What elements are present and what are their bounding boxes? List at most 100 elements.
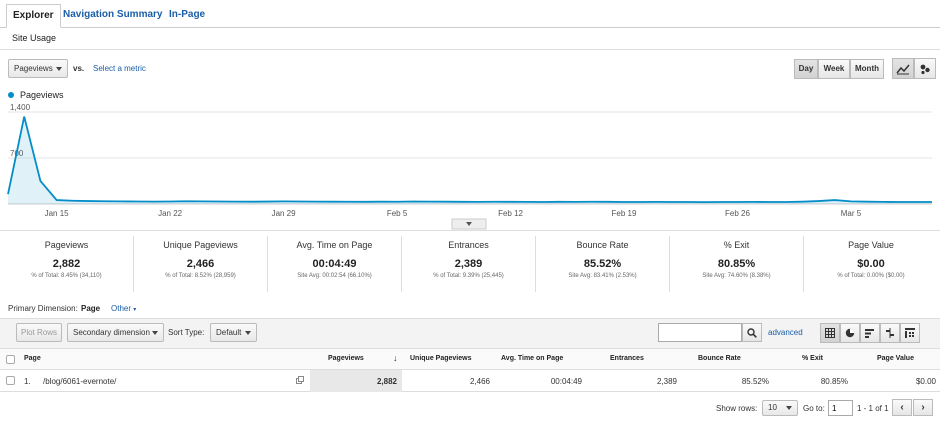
column-bounce-rate[interactable]: Bounce Rate [698, 355, 741, 362]
tab-in-page[interactable]: In-Page [169, 9, 206, 20]
advanced-link[interactable]: advanced [768, 328, 803, 337]
row-page-link[interactable]: /blog/6061-evernote/ [43, 377, 117, 386]
sub-tab-site-usage[interactable]: Site Usage [12, 33, 57, 43]
percentage-view-button[interactable] [840, 323, 860, 343]
x-tick-label: Feb 12 [498, 209, 523, 218]
motion-chart-button[interactable] [914, 58, 936, 79]
table-grid-icon [825, 328, 835, 338]
stat-title: Entrances [448, 240, 489, 250]
column-page[interactable]: Page [24, 355, 41, 362]
search-icon [747, 328, 757, 338]
x-tick-label: Feb 19 [612, 209, 637, 218]
column-pageviews[interactable]: Pageviews [328, 355, 364, 362]
stat-value: 2,466 [186, 258, 215, 270]
series-line [7, 116, 932, 203]
stat-title: % Exit [723, 240, 750, 250]
week-button[interactable]: Week [818, 59, 850, 79]
stat-title: Bounce Rate [576, 240, 629, 250]
vs-label: vs. [73, 64, 85, 73]
chevron-down-icon [56, 67, 62, 71]
pivot-view-button[interactable] [900, 323, 920, 343]
data-view-button[interactable] [820, 323, 840, 343]
stat-title: Pageviews [44, 240, 89, 250]
row-checkbox[interactable] [6, 376, 15, 385]
row-page-value: $0.00 [915, 377, 936, 386]
row-exit: 80.85% [820, 377, 848, 386]
column-page-value[interactable]: Page Value [877, 355, 914, 362]
x-tick-label: Mar 5 [841, 209, 862, 218]
day-button[interactable]: Day [794, 59, 818, 79]
row-unique-pageviews: 2,466 [469, 377, 490, 386]
plot-rows-button[interactable]: Plot Rows [16, 323, 62, 342]
tab-explorer[interactable]: Explorer [6, 4, 61, 28]
goto-input[interactable] [828, 400, 853, 416]
summary-stat: Bounce Rate 85.52% Site Avg: 83.41% (2.53%… [536, 236, 670, 292]
tab-navigation-summary[interactable]: Navigation Summary [63, 9, 163, 20]
row-entrances: 2,389 [656, 377, 677, 386]
stat-value: 2,389 [454, 258, 483, 270]
summary-stat: % Exit 80.85% Site Avg: 74.60% (8.38%) [670, 236, 804, 292]
stat-value: 85.52% [583, 258, 622, 270]
row-bounce-rate: 85.52% [741, 377, 769, 386]
stat-title: Page Value [848, 240, 894, 250]
stat-title: Unique Pageviews [163, 240, 238, 250]
series-legend-label: Pageviews [20, 90, 64, 100]
line-chart-button[interactable] [892, 58, 914, 79]
stat-subtext: % of Total: 0.00% ($0.00) [837, 273, 905, 279]
comparison-view-button[interactable] [880, 323, 900, 343]
stat-subtext: Site Avg: 83.41% (2.53%) [568, 273, 637, 279]
column-avg-time[interactable]: Avg. Time on Page [501, 355, 564, 362]
chevron-down-icon [152, 331, 158, 335]
stat-subtext: Site Avg: 00:02:54 (66.10%) [297, 273, 372, 279]
column-entrances[interactable]: Entrances [610, 355, 644, 362]
sub-tab-bar: Site Usage [0, 28, 940, 50]
select-all-checkbox[interactable] [6, 355, 15, 364]
sort-type-label: Sort Type: [168, 328, 205, 337]
stat-value: 80.85% [717, 258, 756, 270]
chevron-down-icon [245, 331, 251, 335]
search-button[interactable] [742, 323, 762, 342]
stat-value: 2,882 [52, 258, 81, 270]
chevron-left-icon: ‹ [900, 402, 904, 413]
open-page-icon[interactable] [296, 376, 304, 384]
month-button[interactable]: Month [850, 59, 884, 79]
stat-subtext: % of Total: 8.52% (28,959) [165, 273, 236, 279]
summary-stat: Entrances 2,389 % of Total: 9.39% (25,445) [402, 236, 536, 292]
secondary-dimension-label: Secondary dimension [73, 328, 150, 337]
x-tick-label: Jan 29 [272, 209, 297, 218]
external-link-icon [296, 376, 304, 384]
stat-subtext: Site Avg: 74.60% (8.38%) [702, 273, 771, 279]
table-search-input[interactable] [658, 323, 742, 342]
column-unique-pageviews[interactable]: Unique Pageviews [410, 355, 472, 362]
stat-subtext: % of Total: 8.45% (34,110) [31, 273, 102, 279]
goto-label: Go to: [803, 404, 825, 413]
show-rows-select[interactable]: 10 [762, 400, 798, 416]
metric-select-value: Pageviews [14, 64, 53, 73]
row-pageviews: 2,882 [376, 377, 397, 386]
sort-type-select[interactable]: Default [210, 323, 257, 342]
secondary-dimension-select[interactable]: Secondary dimension [67, 323, 164, 342]
pager: Show rows: 10 Go to: 1 - 1 of 1 ‹ › [0, 392, 940, 423]
chevron-down-icon [786, 406, 792, 410]
stat-value: 00:04:49 [312, 258, 357, 270]
x-tick-label: Feb 26 [725, 209, 750, 218]
x-tick-label: Jan 15 [45, 209, 70, 218]
show-rows-label: Show rows: [716, 404, 758, 413]
summary-stat: Avg. Time on Page 00:04:49 Site Avg: 00:02… [268, 236, 402, 292]
select-metric-link[interactable]: Select a metric [93, 64, 146, 73]
performance-view-button[interactable] [860, 323, 880, 343]
x-tick-label: Feb 5 [387, 209, 408, 218]
bubble-chart-icon [920, 64, 930, 75]
column-exit[interactable]: % Exit [802, 355, 824, 362]
summary-stat: Page Value $0.00 % of Total: 0.00% ($0.00) [804, 236, 938, 292]
stat-subtext: % of Total: 9.39% (25,445) [433, 273, 504, 279]
metric-select[interactable]: Pageviews [8, 59, 68, 78]
row-avg-time: 00:04:49 [550, 377, 582, 386]
dimension-page[interactable]: Page [81, 304, 101, 313]
dimension-other[interactable]: Other ▾ [111, 304, 137, 313]
summary-stat: Unique Pageviews 2,466 % of Total: 8.52% (… [134, 236, 268, 292]
prev-page-button[interactable]: ‹ [892, 399, 912, 416]
next-page-button[interactable]: › [913, 399, 933, 416]
line-chart-icon [896, 64, 910, 75]
